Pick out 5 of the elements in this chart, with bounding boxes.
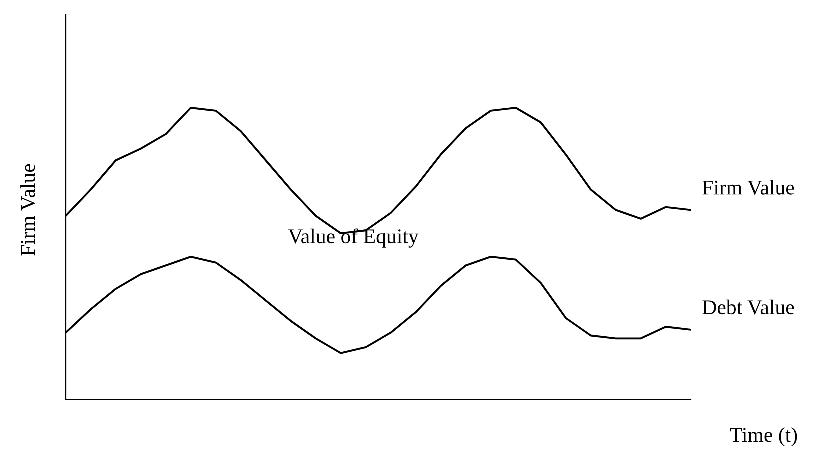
x-axis-title: Time (t) [730, 428, 798, 446]
y-axis-title: Firm Value [20, 164, 36, 256]
series-label: Debt Value [702, 300, 794, 315]
annotation: Value of Equity [288, 228, 419, 248]
series-label: Firm Value [702, 180, 794, 195]
